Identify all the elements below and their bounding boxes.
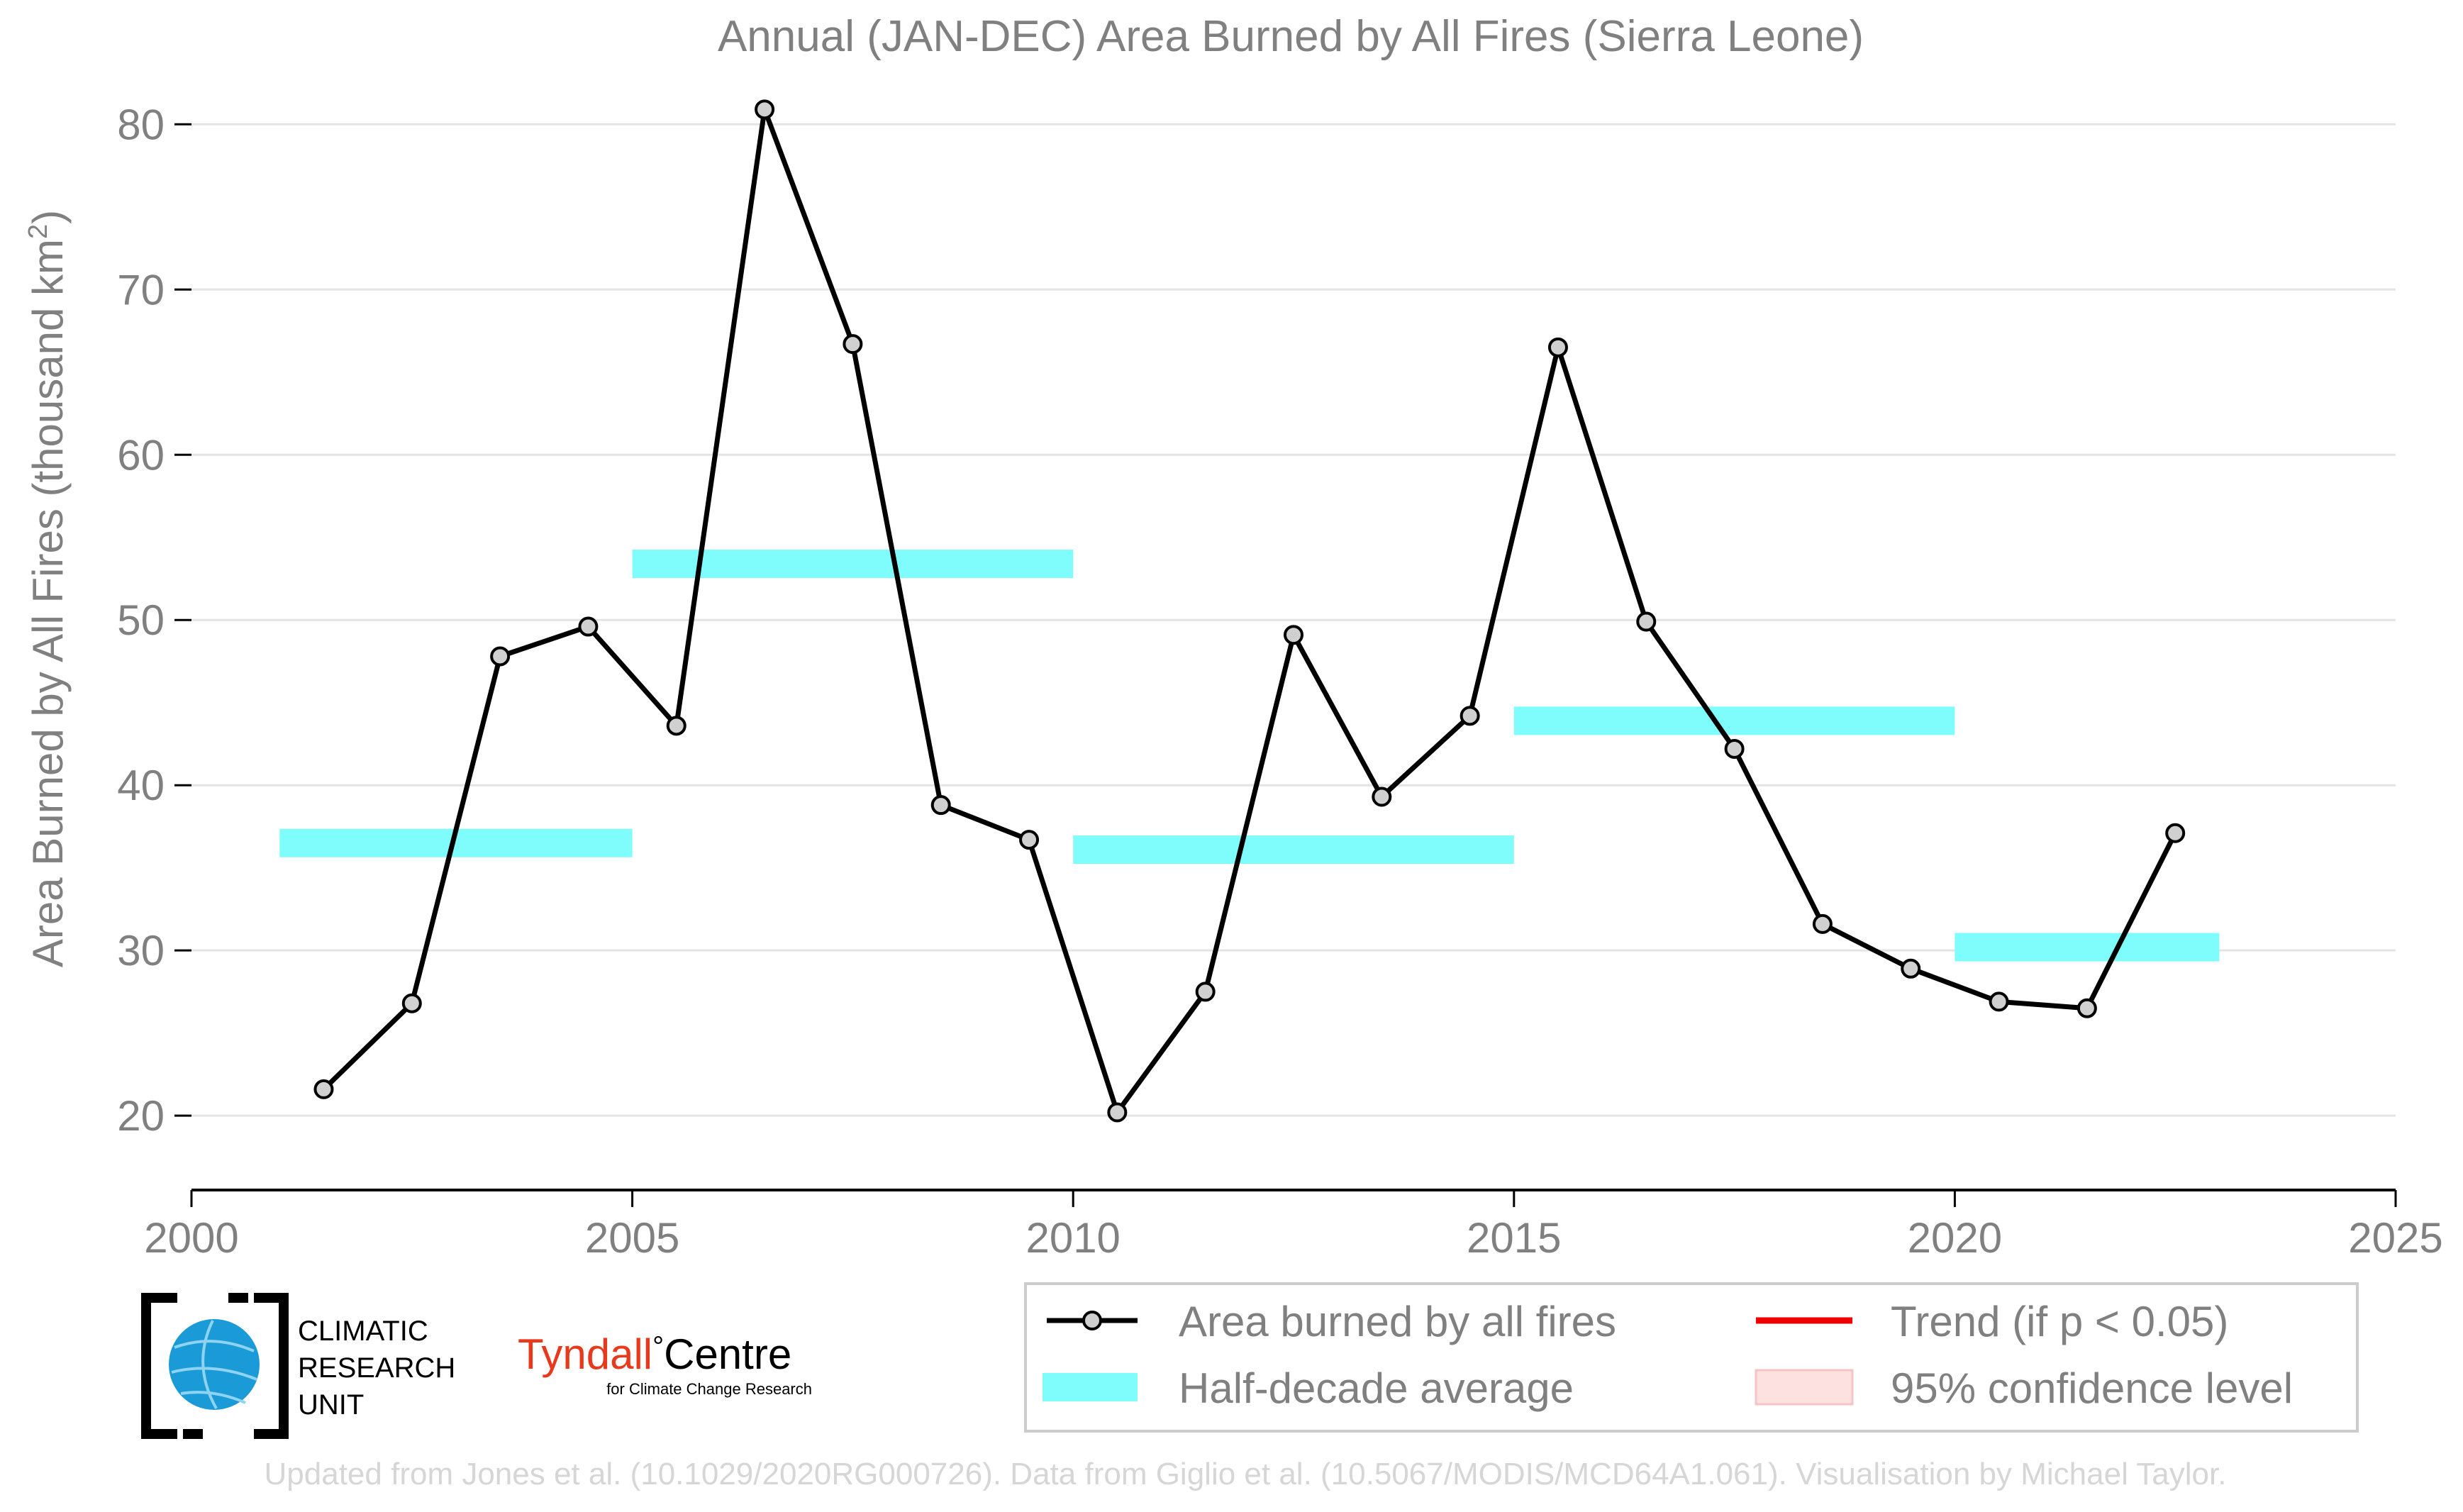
y-axis-label: Area Burned by All Fires (thousand km2) — [23, 210, 72, 967]
legend-swatch-confidence — [1755, 1369, 1854, 1406]
tyndall-logo-subtitle: for Climate Change Research — [606, 1380, 812, 1398]
cru-logo-bracket-left — [141, 1293, 177, 1439]
legend: Area burned by all fires Trend (if p < 0… — [1024, 1282, 2359, 1433]
data-point — [490, 646, 511, 667]
data-point — [1989, 991, 2009, 1012]
data-point — [313, 1079, 334, 1099]
legend-label-half-decade: Half-decade average — [1179, 1364, 1574, 1412]
legend-marker-area-burned — [1082, 1311, 1102, 1330]
x-tick-label: 2005 — [585, 1214, 679, 1262]
y-axis-ticks: 20 30 40 50 60 70 80 — [117, 101, 191, 1140]
cru-logo-line-3: UNIT — [298, 1389, 364, 1421]
series-area-burned — [313, 99, 2186, 1123]
legend-swatch-half-decade — [1043, 1373, 1138, 1401]
tyndall-logo-wordmark: Tyndall°Centre — [518, 1330, 791, 1378]
legend-box — [1024, 1282, 2359, 1433]
tyndall-logo-centre: Centre — [664, 1330, 791, 1378]
y-tick-label: 20 — [117, 1092, 165, 1140]
y-tick-label: 50 — [117, 596, 165, 644]
data-point — [1636, 611, 1657, 632]
data-point — [1107, 1102, 1128, 1123]
data-point — [1901, 958, 1921, 979]
cru-logo-line-1: CLIMATIC — [298, 1316, 428, 1347]
cru-logo: CLIMATIC RESEARCH UNIT — [141, 1293, 455, 1439]
data-point — [1372, 786, 1392, 807]
series-line — [322, 106, 2178, 1115]
y-tick-label: 40 — [117, 762, 165, 809]
footer-credit: Updated from Jones et al. (10.1029/2020R… — [265, 1457, 2227, 1491]
tyndall-logo: Tyndall°Centre for Climate Change Resear… — [518, 1330, 812, 1398]
data-point — [1195, 982, 1216, 1002]
x-axis: 2000 2005 2010 2015 2020 2025 — [144, 1189, 2443, 1262]
x-tick-label: 2015 — [1467, 1214, 1561, 1262]
y-axis-label-text: Area Burned by All Fires (thousand km — [24, 239, 72, 967]
data-point — [755, 99, 775, 120]
data-point — [1547, 337, 1568, 357]
half-decade-average-bar — [1513, 706, 1955, 735]
data-point — [1812, 913, 1833, 934]
data-point — [1284, 625, 1303, 645]
data-point — [401, 993, 422, 1013]
half-decade-average-bar — [1955, 933, 2220, 962]
gridlines — [191, 123, 2396, 1117]
y-tick-label: 30 — [117, 927, 165, 974]
tyndall-logo-degree: ° — [652, 1331, 664, 1362]
globe-icon-lines — [171, 1320, 257, 1409]
data-point — [1019, 830, 1040, 850]
data-point — [666, 716, 686, 736]
data-point — [1460, 706, 1480, 726]
x-tick-label: 2000 — [144, 1214, 238, 1262]
data-point — [2165, 823, 2186, 843]
legend-label-trend: Trend (if p < 0.05) — [1891, 1298, 2228, 1345]
data-point — [1724, 738, 1745, 759]
legend-label-confidence: 95% confidence level — [1891, 1364, 2293, 1412]
data-point — [843, 334, 863, 355]
x-tick-label: 2025 — [2348, 1214, 2442, 1262]
chart-title: Annual (JAN-DEC) Area Burned by All Fire… — [718, 12, 1864, 61]
x-tick-label: 2010 — [1025, 1214, 1120, 1262]
globe-icon — [169, 1319, 260, 1410]
half-decade-average-bar — [632, 550, 1074, 579]
y-tick-label: 70 — [117, 266, 165, 313]
legend-label-area-burned: Area burned by all fires — [1179, 1298, 1616, 1345]
half-decade-average-bands — [279, 550, 2220, 962]
data-point — [930, 795, 951, 816]
y-tick-label: 80 — [117, 101, 165, 148]
y-tick-label: 60 — [117, 431, 165, 479]
data-point — [578, 616, 599, 637]
data-point — [2076, 998, 2097, 1018]
cru-logo-bracket-right — [254, 1293, 289, 1439]
cru-logo-line-2: RESEARCH — [298, 1352, 455, 1384]
tyndall-logo-name: Tyndall — [518, 1330, 652, 1378]
y-axis-label-close: ) — [24, 210, 72, 224]
half-decade-average-bar — [1073, 835, 1514, 865]
x-tick-label: 2020 — [1908, 1214, 2002, 1262]
y-axis-label-superscript: 2 — [23, 224, 53, 239]
